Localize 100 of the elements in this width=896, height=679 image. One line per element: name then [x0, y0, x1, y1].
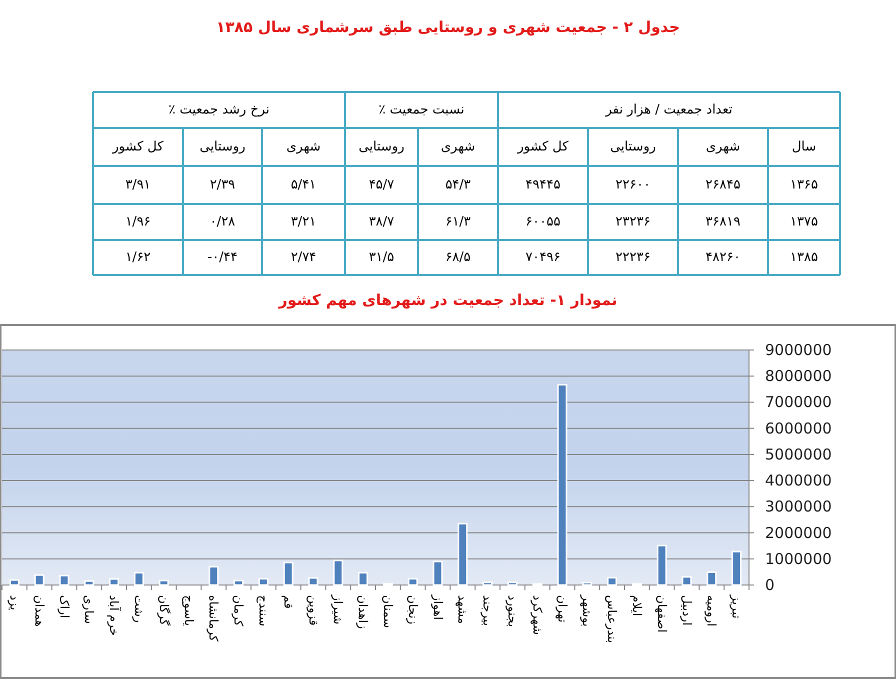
- x-tick-label: شهرکرد: [530, 595, 544, 635]
- bar: [458, 522, 468, 586]
- y-tick-label: 8000000: [765, 367, 832, 386]
- text: نرخ رشد جمعیت ٪: [168, 102, 270, 118]
- bar: [158, 580, 169, 586]
- x-tick-label: یاسوج: [182, 595, 196, 626]
- x-tick-label: سمنان: [380, 595, 395, 628]
- x-tick-label: گرگان: [156, 595, 171, 626]
- bar: [682, 576, 692, 586]
- bar: [9, 579, 20, 586]
- x-tick-label: شیراز: [331, 594, 346, 624]
- x-tick-label: همدان: [32, 595, 46, 627]
- x-tick-label: قم: [281, 595, 296, 609]
- x-tick-label: ارومیه: [704, 595, 719, 626]
- x-tick-label: بجنورد: [505, 595, 520, 628]
- text: -۰/۴۴: [207, 250, 238, 265]
- x-tick-label: بیرجند: [480, 595, 495, 626]
- x-tick-label: یزد: [7, 595, 22, 610]
- y-tick-label: 3000000: [765, 498, 832, 516]
- y-tick-label: 7000000: [765, 393, 832, 412]
- bar: [109, 578, 120, 586]
- bar: [84, 580, 94, 586]
- x-tick-label: اصفهان: [654, 595, 669, 633]
- x-tick-label: زنجان: [406, 595, 420, 625]
- bar: [507, 582, 518, 586]
- x-tick-label: مشهد: [456, 595, 470, 624]
- text: ۳۶۸۱۹: [706, 214, 740, 230]
- text: کل کشور: [112, 140, 164, 154]
- text: ۶۱/۳: [445, 214, 471, 230]
- bar: [258, 578, 268, 586]
- text: ۶۰۰۵۵: [526, 214, 560, 230]
- y-tick-label: 1000000: [765, 550, 832, 568]
- text: ۲۶۸۴۵: [706, 178, 740, 192]
- text: ۱۳۷۵: [790, 214, 818, 230]
- text: روستایی: [358, 140, 404, 154]
- x-tick-label: قزوین: [306, 595, 320, 626]
- text: ۱۳۶۵: [790, 178, 818, 192]
- text: ۴۸۲۶۰: [706, 250, 740, 265]
- text: ۲/۷۴: [290, 250, 316, 265]
- text: ۳/۲۱: [290, 214, 316, 230]
- bar: [582, 582, 592, 586]
- bar: [656, 544, 667, 586]
- chart-title: نمودار ۱- تعداد جمعیت در شهرهای مهم کشور: [278, 291, 618, 309]
- text: ۲۳۲۳۶: [616, 214, 650, 230]
- text: ۱۳۸۵: [790, 250, 818, 265]
- bar: [408, 578, 418, 586]
- text: ۳/۹۱: [125, 178, 151, 192]
- text: روستایی: [200, 140, 246, 154]
- y-tick-label: 0: [765, 576, 775, 594]
- bar: [34, 574, 44, 586]
- text: جدول ۲ - جمعیت شهری و روستایی طبق سرشماری سال ۱۳۸۵: [216, 18, 680, 36]
- x-tick-label: تهران: [555, 595, 570, 623]
- y-tick-label: 6000000: [765, 419, 832, 438]
- text: ۴۵/۷: [368, 178, 394, 192]
- y-tick-label: 4000000: [765, 472, 832, 490]
- x-tick-label: رشت: [132, 595, 146, 623]
- bar: [333, 560, 344, 586]
- text: سال: [792, 140, 816, 154]
- text: شهری: [440, 140, 476, 154]
- x-tick-label: کرمانشاه: [206, 595, 221, 642]
- x-tick-label: خرم آباد: [107, 595, 122, 636]
- bar: [308, 577, 318, 586]
- y-tick-label: 9000000: [765, 341, 832, 359]
- x-tick-label: اراک: [57, 595, 72, 618]
- text: ۵/۴۱: [290, 178, 316, 192]
- x-tick-label: سنندج: [256, 595, 270, 626]
- text: ۵۴/۳: [445, 178, 471, 192]
- text: ۳۱/۵: [368, 250, 394, 265]
- text: ۶۸/۵: [445, 250, 471, 265]
- bar: [358, 572, 368, 586]
- y-tick-label: 2000000: [765, 524, 832, 542]
- text: شهری: [286, 140, 321, 154]
- text: روستایی: [610, 140, 656, 154]
- bar: [134, 572, 144, 586]
- text: شهری: [706, 140, 740, 154]
- text: ۱/۶۲: [125, 250, 151, 265]
- text: ۲۲۶۰۰: [616, 178, 650, 192]
- text: ۷۰۴۹۶: [526, 250, 560, 265]
- bar: [234, 580, 244, 586]
- bar: [557, 384, 568, 586]
- x-tick-label: زاهدان: [356, 595, 370, 630]
- text: تعداد جمعیت / هزار نفر: [604, 102, 733, 118]
- text: کل کشور: [516, 140, 570, 154]
- x-tick-label: اهواز: [430, 594, 445, 620]
- text: ۳۸/۷: [368, 214, 394, 230]
- x-tick-label: اردبیل: [680, 595, 694, 626]
- bar: [208, 566, 219, 586]
- text: ۲۲۲۳۶: [616, 250, 650, 265]
- x-tick-label: بوشهر: [580, 594, 594, 627]
- bar: [607, 576, 618, 586]
- bar: [283, 562, 294, 586]
- text: ۰/۲۸: [210, 214, 236, 230]
- x-tick-label: بندرعباس: [605, 595, 620, 644]
- text: ۱/۹۶: [125, 214, 151, 230]
- x-tick-label: تبریز: [730, 594, 744, 619]
- x-tick-label: کرمان: [232, 595, 246, 627]
- bar: [482, 582, 493, 586]
- bar: [59, 574, 70, 586]
- bar: [432, 560, 443, 586]
- bar: [706, 571, 717, 586]
